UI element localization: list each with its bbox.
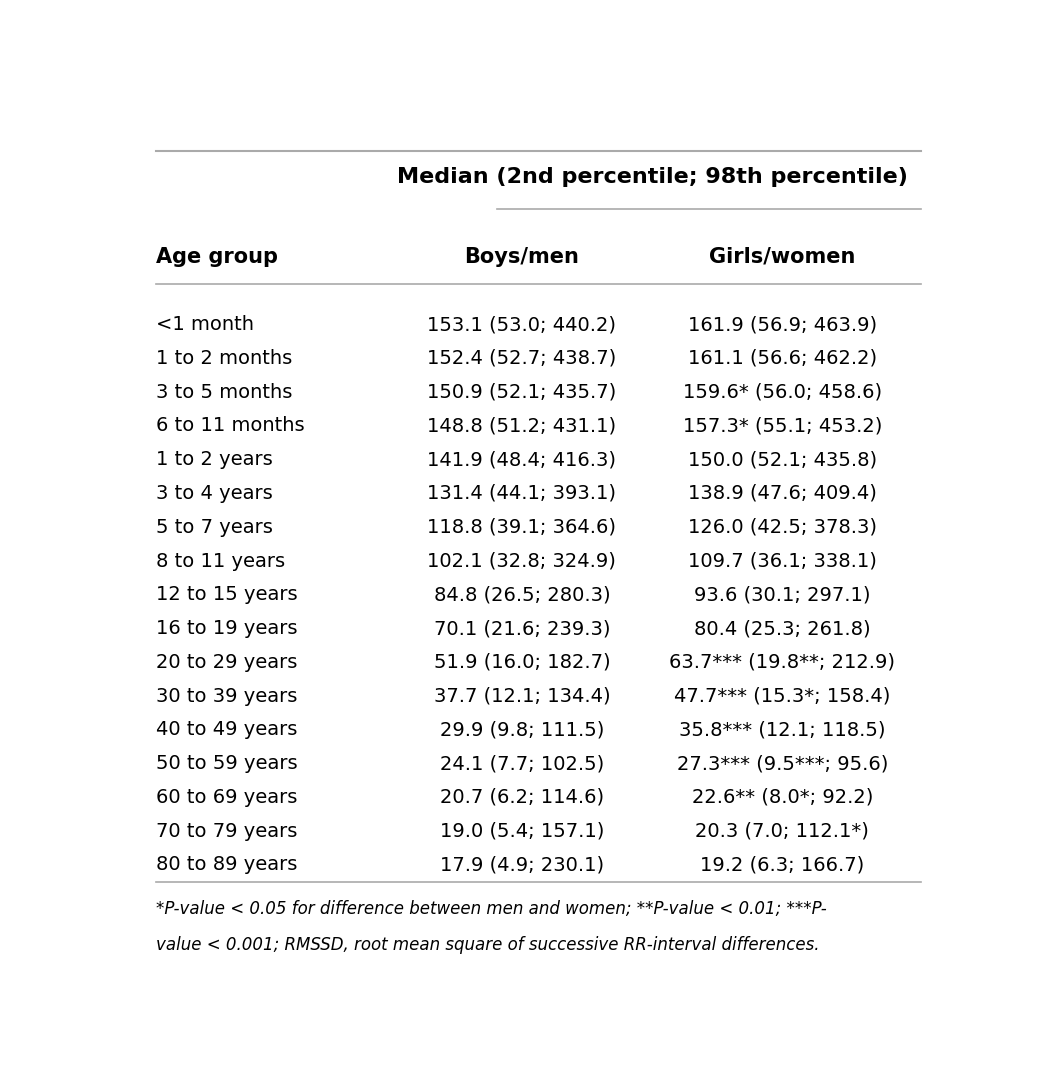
Text: 6 to 11 months: 6 to 11 months — [155, 416, 304, 435]
Text: 161.1 (56.6; 462.2): 161.1 (56.6; 462.2) — [688, 349, 877, 368]
Text: 150.9 (52.1; 435.7): 150.9 (52.1; 435.7) — [427, 382, 616, 402]
Text: 1 to 2 years: 1 to 2 years — [155, 451, 272, 469]
Text: 70 to 79 years: 70 to 79 years — [155, 822, 297, 840]
Text: 19.0 (5.4; 157.1): 19.0 (5.4; 157.1) — [440, 822, 604, 840]
Text: 50 to 59 years: 50 to 59 years — [155, 754, 297, 773]
Text: 20.3 (7.0; 112.1*): 20.3 (7.0; 112.1*) — [695, 822, 869, 840]
Text: 157.3* (55.1; 453.2): 157.3* (55.1; 453.2) — [682, 416, 882, 435]
Text: 109.7 (36.1; 338.1): 109.7 (36.1; 338.1) — [688, 551, 877, 571]
Text: 29.9 (9.8; 111.5): 29.9 (9.8; 111.5) — [440, 720, 604, 740]
Text: Age group: Age group — [155, 247, 277, 266]
Text: Boys/men: Boys/men — [464, 247, 580, 266]
Text: 51.9 (16.0; 182.7): 51.9 (16.0; 182.7) — [434, 653, 610, 671]
Text: 16 to 19 years: 16 to 19 years — [155, 619, 297, 638]
Text: value < 0.001; RMSSD, root mean square of successive RR-interval differences.: value < 0.001; RMSSD, root mean square o… — [155, 936, 819, 953]
Text: 93.6 (30.1; 297.1): 93.6 (30.1; 297.1) — [694, 585, 870, 604]
Text: 3 to 4 years: 3 to 4 years — [155, 484, 272, 503]
Text: 70.1 (21.6; 239.3): 70.1 (21.6; 239.3) — [434, 619, 610, 638]
Text: 84.8 (26.5; 280.3): 84.8 (26.5; 280.3) — [434, 585, 610, 604]
Text: 161.9 (56.9; 463.9): 161.9 (56.9; 463.9) — [688, 315, 877, 334]
Text: 80 to 89 years: 80 to 89 years — [155, 856, 297, 874]
Text: 24.1 (7.7; 102.5): 24.1 (7.7; 102.5) — [440, 754, 604, 773]
Text: 60 to 69 years: 60 to 69 years — [155, 788, 297, 807]
Text: 35.8*** (12.1; 118.5): 35.8*** (12.1; 118.5) — [679, 720, 885, 740]
Text: 118.8 (39.1; 364.6): 118.8 (39.1; 364.6) — [427, 518, 616, 537]
Text: 152.4 (52.7; 438.7): 152.4 (52.7; 438.7) — [427, 349, 616, 368]
Text: Girls/women: Girls/women — [709, 247, 856, 266]
Text: 27.3*** (9.5***; 95.6): 27.3*** (9.5***; 95.6) — [676, 754, 888, 773]
Text: <1 month: <1 month — [155, 315, 254, 334]
Text: 153.1 (53.0; 440.2): 153.1 (53.0; 440.2) — [427, 315, 616, 334]
Text: 3 to 5 months: 3 to 5 months — [155, 382, 292, 402]
Text: 20 to 29 years: 20 to 29 years — [155, 653, 297, 671]
Text: 141.9 (48.4; 416.3): 141.9 (48.4; 416.3) — [427, 451, 616, 469]
Text: Median (2nd percentile; 98th percentile): Median (2nd percentile; 98th percentile) — [397, 168, 907, 187]
Text: 19.2 (6.3; 166.7): 19.2 (6.3; 166.7) — [700, 856, 864, 874]
Text: 63.7*** (19.8**; 212.9): 63.7*** (19.8**; 212.9) — [669, 653, 896, 671]
Text: 12 to 15 years: 12 to 15 years — [155, 585, 297, 604]
Text: 17.9 (4.9; 230.1): 17.9 (4.9; 230.1) — [440, 856, 604, 874]
Text: 47.7*** (15.3*; 158.4): 47.7*** (15.3*; 158.4) — [674, 687, 890, 706]
Text: 148.8 (51.2; 431.1): 148.8 (51.2; 431.1) — [427, 416, 616, 435]
Text: 131.4 (44.1; 393.1): 131.4 (44.1; 393.1) — [427, 484, 616, 503]
Text: 102.1 (32.8; 324.9): 102.1 (32.8; 324.9) — [427, 551, 616, 571]
Text: 8 to 11 years: 8 to 11 years — [155, 551, 285, 571]
Text: 138.9 (47.6; 409.4): 138.9 (47.6; 409.4) — [688, 484, 877, 503]
Text: 20.7 (6.2; 114.6): 20.7 (6.2; 114.6) — [440, 788, 604, 807]
Text: 40 to 49 years: 40 to 49 years — [155, 720, 297, 740]
Text: 30 to 39 years: 30 to 39 years — [155, 687, 297, 706]
Text: 159.6* (56.0; 458.6): 159.6* (56.0; 458.6) — [682, 382, 882, 402]
Text: 126.0 (42.5; 378.3): 126.0 (42.5; 378.3) — [688, 518, 877, 537]
Text: 37.7 (12.1; 134.4): 37.7 (12.1; 134.4) — [434, 687, 610, 706]
Text: 22.6** (8.0*; 92.2): 22.6** (8.0*; 92.2) — [692, 788, 873, 807]
Text: 80.4 (25.3; 261.8): 80.4 (25.3; 261.8) — [694, 619, 870, 638]
Text: 150.0 (52.1; 435.8): 150.0 (52.1; 435.8) — [688, 451, 877, 469]
Text: 5 to 7 years: 5 to 7 years — [155, 518, 273, 537]
Text: 1 to 2 months: 1 to 2 months — [155, 349, 292, 368]
Text: *P-value < 0.05 for difference between men and women; **P-value < 0.01; ***P-: *P-value < 0.05 for difference between m… — [155, 900, 826, 918]
